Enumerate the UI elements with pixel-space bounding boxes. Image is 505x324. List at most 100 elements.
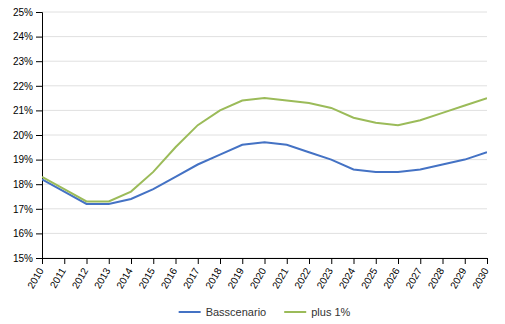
x-tick: 2022: [292, 258, 313, 291]
x-tick: 2024: [337, 258, 358, 291]
grid: [42, 12, 487, 258]
y-tick: 16%: [13, 228, 42, 239]
y-tick: 18%: [13, 179, 42, 190]
x-tick-mark: [131, 258, 132, 264]
x-tick-mark: [465, 258, 466, 264]
x-tick: 2027: [403, 258, 424, 291]
x-tick-mark: [176, 258, 177, 264]
y-tick-label: 17%: [13, 204, 33, 215]
y-tick-mark: [36, 12, 42, 13]
x-tick: 2013: [92, 258, 113, 291]
legend-swatch: [179, 311, 201, 313]
y-tick-label: 20%: [13, 130, 33, 141]
x-tick-label: 2028: [426, 265, 447, 290]
legend-label: plus 1%: [311, 306, 350, 318]
x-tick-label: 2010: [25, 265, 46, 290]
x-tick-label: 2021: [270, 265, 291, 290]
y-axis: 15%16%17%18%19%20%21%22%23%24%25%: [13, 7, 43, 264]
x-tick-label: 2025: [359, 265, 380, 290]
x-tick-mark: [198, 258, 199, 264]
x-tick-mark: [87, 258, 88, 264]
y-tick: 17%: [13, 204, 42, 215]
x-tick-mark: [242, 258, 243, 264]
legend-swatch: [284, 311, 306, 313]
x-tick-label: 2018: [203, 265, 224, 290]
x-tick: 2026: [381, 258, 402, 291]
x-tick-label: 2020: [248, 265, 269, 290]
x-tick-label: 2030: [470, 265, 491, 290]
series-line: [42, 142, 487, 204]
y-tick: 25%: [13, 7, 42, 18]
x-tick-label: 2027: [403, 265, 424, 290]
x-tick: 2029: [448, 258, 469, 291]
chart: 15%16%17%18%19%20%21%22%23%24%25%2010201…: [0, 0, 505, 324]
plot: 15%16%17%18%19%20%21%22%23%24%25%2010201…: [13, 7, 491, 291]
x-tick-mark: [487, 258, 488, 264]
x-tick-mark: [153, 258, 154, 264]
y-tick-mark: [36, 110, 42, 111]
x-tick-label: 2015: [136, 265, 157, 290]
y-tick-mark: [36, 61, 42, 62]
y-tick-mark: [36, 233, 42, 234]
y-tick-mark: [36, 184, 42, 185]
y-tick-label: 23%: [13, 56, 33, 67]
legend: Basscenario plus 1%: [179, 306, 351, 318]
y-tick: 20%: [13, 130, 42, 141]
x-tick: 2012: [70, 258, 91, 291]
x-tick: 2025: [359, 258, 380, 291]
x-tick-label: 2024: [337, 265, 358, 290]
x-tick-mark: [42, 258, 43, 264]
x-tick-mark: [287, 258, 288, 264]
y-tick-mark: [36, 258, 42, 259]
grid-line: [42, 135, 487, 136]
grid-line: [42, 61, 487, 62]
y-tick-mark: [36, 86, 42, 87]
lines: [42, 98, 487, 204]
x-tick-mark: [443, 258, 444, 264]
x-tick-label: 2011: [48, 265, 68, 290]
y-tick-label: 22%: [13, 81, 33, 92]
x-tick-label: 2012: [70, 265, 91, 290]
y-tick: 15%: [13, 253, 42, 264]
x-tick-mark: [420, 258, 421, 264]
x-tick: 2021: [270, 258, 291, 291]
y-tick: 19%: [13, 154, 42, 165]
x-tick: 2018: [203, 258, 224, 291]
x-tick-label: 2019: [225, 265, 246, 290]
x-tick-mark: [309, 258, 310, 264]
x-tick: 2020: [248, 258, 269, 291]
series-line: [42, 98, 487, 201]
grid-line: [42, 36, 487, 37]
x-tick-label: 2013: [92, 265, 113, 290]
x-tick: 2014: [114, 258, 135, 291]
x-tick-mark: [265, 258, 266, 264]
x-tick: 2015: [136, 258, 157, 291]
x-tick: 2016: [159, 258, 180, 291]
y-tick-mark: [36, 160, 42, 161]
x-tick: 2028: [426, 258, 447, 291]
y-tick-label: 24%: [13, 31, 33, 42]
y-tick: 22%: [13, 81, 42, 92]
x-tick-mark: [109, 258, 110, 264]
y-tick-label: 16%: [13, 228, 33, 239]
x-axis: 2010201120122013201420152016201720182019…: [25, 258, 491, 291]
x-tick-mark: [220, 258, 221, 264]
x-tick-label: 2029: [448, 265, 469, 290]
y-tick-label: 15%: [13, 253, 33, 264]
y-tick-mark: [36, 37, 42, 38]
x-tick: 2023: [314, 258, 335, 291]
x-tick-mark: [398, 258, 399, 264]
grid-line: [42, 233, 487, 234]
y-tick-label: 19%: [13, 154, 33, 165]
y-tick-label: 25%: [13, 7, 33, 18]
x-tick-label: 2026: [381, 265, 402, 290]
x-tick-label: 2014: [114, 265, 135, 290]
x-tick-label: 2022: [292, 265, 313, 290]
legend-label: Basscenario: [206, 306, 267, 318]
grid-line: [42, 184, 487, 185]
x-tick-mark: [354, 258, 355, 264]
grid-line: [42, 208, 487, 209]
x-tick-label: 2016: [159, 265, 180, 290]
y-tick: 24%: [13, 31, 42, 42]
grid-line: [42, 85, 487, 86]
